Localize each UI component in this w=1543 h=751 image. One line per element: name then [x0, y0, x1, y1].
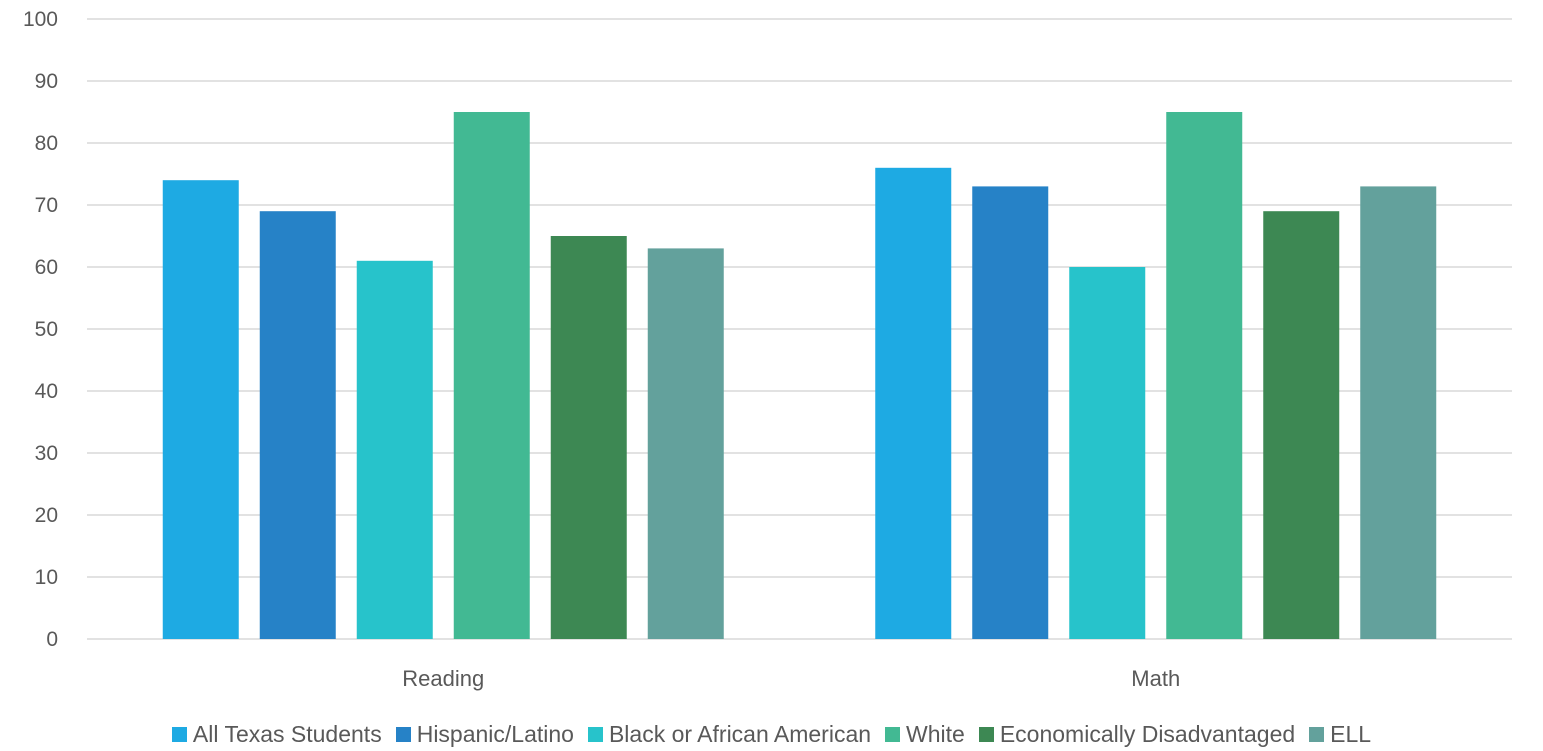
legend-label: Hispanic/Latino	[416, 720, 574, 747]
x-category-label: Math	[1131, 666, 1180, 691]
bar	[1166, 112, 1243, 639]
y-tick-label: 80	[35, 132, 58, 155]
y-tick-label: 70	[35, 194, 58, 217]
bars	[162, 112, 1437, 640]
legend-label: Economically Disadvantaged	[999, 720, 1296, 747]
legend: All Texas Students Hispanic/Latino Black o…	[0, 718, 1543, 750]
legend-item: Economically Disadvantaged	[978, 720, 1296, 748]
legend-item: White	[885, 721, 965, 748]
y-tick-label: 40	[35, 380, 58, 403]
bar	[1360, 186, 1437, 639]
bar	[1069, 267, 1146, 639]
bar	[550, 236, 627, 639]
legend-label: ELL	[1330, 720, 1372, 747]
y-tick-label: 90	[35, 70, 58, 93]
bar	[1263, 211, 1340, 639]
x-category-label: Reading	[402, 666, 484, 691]
legend-label: Black or African American	[608, 720, 872, 747]
bar	[453, 112, 530, 639]
legend-swatch	[885, 726, 901, 742]
bar	[162, 180, 239, 639]
legend-swatch	[1309, 726, 1325, 742]
bar	[972, 186, 1049, 639]
bar	[647, 248, 724, 639]
x-axis-categories: Reading Math	[402, 666, 1180, 691]
bar	[259, 211, 336, 639]
y-tick-label: 10	[35, 566, 58, 589]
y-tick-label: 60	[35, 256, 58, 279]
y-tick-label: 0	[46, 628, 58, 651]
y-axis-ticks: 0 10 20 30 40 50 60 70 80 90 100	[23, 8, 58, 651]
legend-swatch	[395, 726, 411, 742]
legend-swatch	[978, 726, 994, 742]
y-tick-label: 20	[35, 504, 58, 527]
legend-label: White	[906, 720, 965, 747]
bar	[875, 167, 952, 640]
legend-item: Black or African American	[587, 720, 872, 748]
legend-swatch	[171, 726, 187, 742]
y-tick-label: 30	[35, 442, 58, 465]
bar	[356, 260, 433, 639]
legend-label: All Texas Students	[192, 720, 382, 747]
legend-swatch	[587, 726, 603, 742]
legend-item: All Texas Students	[171, 720, 382, 748]
legend-item: Hispanic/Latino	[395, 720, 574, 748]
bar-chart: 0 10 20 30 40 50 60 70 80 90 100 Reading Math	[23, 8, 1512, 691]
y-tick-label: 100	[23, 8, 58, 31]
y-tick-label: 50	[35, 318, 58, 341]
legend-item: ELL	[1309, 721, 1371, 748]
